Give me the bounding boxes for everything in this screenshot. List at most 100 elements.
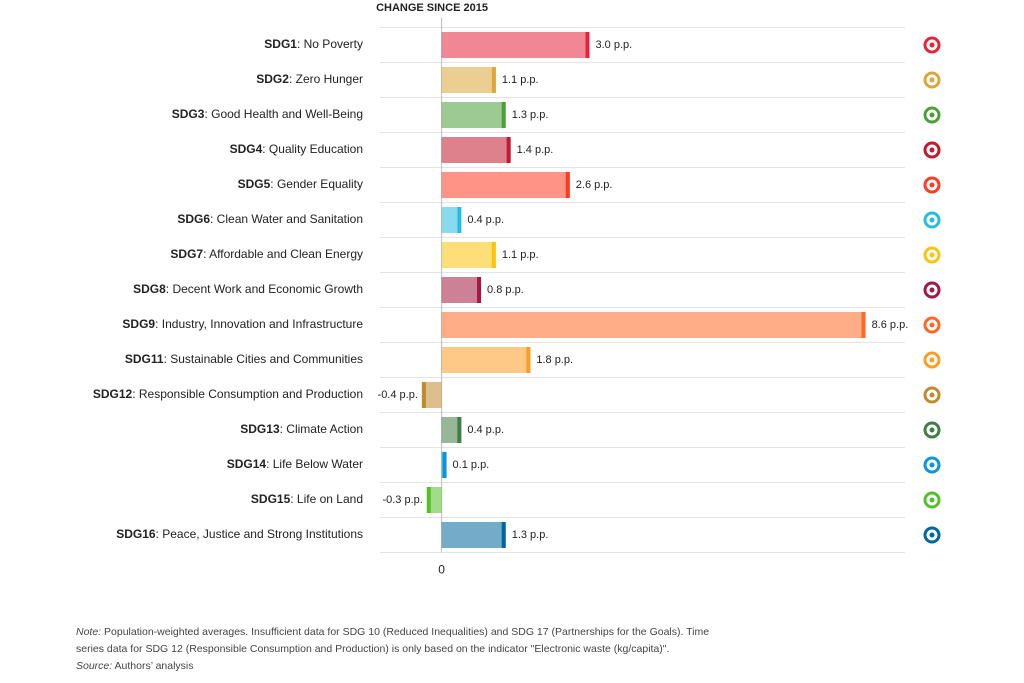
category-name: : Affordable and Clean Energy [203,247,363,261]
category-code: SDG8 [133,282,166,296]
bar [441,172,570,198]
bar-end-cap [526,347,531,373]
bar-end-cap [491,242,496,268]
bar [441,242,496,268]
x-tick-label: 0 [438,563,445,577]
value-label: 1.4 p.p. [517,144,554,156]
bar [441,417,462,443]
category-name: : Clean Water and Sanitation [210,212,363,226]
category-code: SDG13 [240,422,280,436]
bar [421,382,442,408]
category-label: SDG16: Peace, Justice and Strong Institu… [116,527,363,541]
bar-end-cap [491,67,496,93]
sdg-icon-shape [923,386,941,404]
value-label: 8.6 p.p. [872,319,909,331]
category-code: SDG7 [170,247,203,261]
sdg-icon-shape [923,526,941,544]
sdg-icon-shape [929,532,935,538]
sdg-icon-shape [929,392,935,398]
sdg-icon-shape [929,287,935,293]
sdg-icon-shape [929,497,935,503]
value-label: 0.4 p.p. [467,214,504,226]
sdg-icon-shape [923,36,941,54]
category-code: SDG4 [230,142,263,156]
category-name: : Responsible Consumption and Production [132,387,363,401]
category-code: SDG11 [125,352,164,366]
bar-end-cap [457,417,462,443]
category-label: SDG9: Industry, Innovation and Infrastru… [122,317,363,331]
category-label: SDG13: Climate Action [240,422,363,436]
category-label: SDG2: Zero Hunger [256,72,363,86]
sdg-icon-shape [929,427,935,433]
bar [441,67,496,93]
note-text: series data for SDG 12 (Responsible Cons… [76,643,670,655]
sdg-icon [923,176,941,194]
category-name: : Good Health and Well-Being [204,107,363,121]
category-code: SDG16 [116,527,156,541]
value-label: 1.1 p.p. [502,249,539,261]
category-name: : Gender Equality [270,177,363,191]
bar-end-cap [426,487,431,513]
sdg-icon [923,351,941,369]
sdg-icon-shape [929,217,935,223]
sdg-icon-shape [929,77,935,83]
sdg-icon [923,106,941,124]
category-label: SDG7: Affordable and Clean Energy [170,247,363,261]
sdg-icon [923,526,941,544]
value-label: 0.4 p.p. [467,424,504,436]
category-code: SDG12 [93,387,133,401]
note-line: series data for SDG 12 (Responsible Cons… [76,641,709,658]
bar [441,102,506,128]
bar-end-cap [501,102,506,128]
sdg-icon-shape [929,42,935,48]
note-text: Population-weighted averages. Insufficie… [104,626,710,638]
bar [441,312,866,338]
sdg-icon-shape [923,176,941,194]
category-code: SDG1 [264,37,297,51]
note-label: Note: [76,626,102,638]
sdg-icon-shape [923,71,941,89]
source-label: Source: [76,660,113,672]
source-line: Source: Authors’ analysis [76,658,709,675]
bar-end-cap [506,137,511,163]
note-line: Note: Population-weighted averages. Insu… [76,624,709,641]
sdg-icon-shape [923,141,941,159]
bar [441,347,531,373]
sdg-icon [923,386,941,404]
value-label: 3.0 p.p. [596,39,633,51]
sdg-icon [923,316,941,334]
bar-end-cap [565,172,570,198]
value-label: 1.3 p.p. [512,529,549,541]
sdg-icon-shape [923,351,941,369]
sdg-icon-shape [923,211,941,229]
category-code: SDG14 [227,457,267,471]
sdg-icon-shape [923,106,941,124]
value-label: 0.8 p.p. [487,284,524,296]
bar-end-cap [501,522,506,548]
category-label: SDG5: Gender Equality [238,177,363,191]
category-label: SDG12: Responsible Consumption and Produ… [93,387,363,401]
source-text: Authors’ analysis [114,660,194,672]
category-code: SDG15 [251,492,291,506]
sdg-icon-shape [929,357,935,363]
sdg-icon-shape [929,462,935,468]
sdg-icon [923,211,941,229]
value-label: 1.8 p.p. [536,354,573,366]
category-name: : Zero Hunger [289,72,363,86]
value-label: 1.1 p.p. [502,74,539,86]
sdg-icon [923,246,941,264]
category-code: SDG9 [122,317,155,331]
sdg-icon [923,36,941,54]
sdg-icon-shape [923,456,941,474]
category-name: : Quality Education [262,142,363,156]
value-label: 1.3 p.p. [512,109,549,121]
bar-end-cap [421,382,426,408]
category-label: SDG15: Life on Land [251,492,363,506]
sdg-icon [923,281,941,299]
sdg-icon-shape [923,281,941,299]
value-label: 0.1 p.p. [453,459,490,471]
sdg-icon [923,141,941,159]
category-label: SDG11: Sustainable Cities and Communitie… [125,352,363,366]
category-name: : Sustainable Cities and Communities [164,352,363,366]
category-label: SDG4: Quality Education [230,142,363,156]
